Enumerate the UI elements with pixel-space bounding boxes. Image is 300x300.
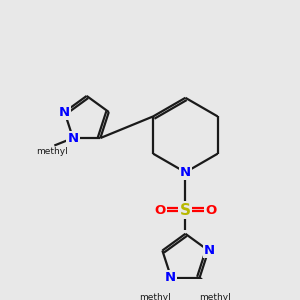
Text: methyl: methyl	[200, 293, 231, 300]
Text: S: S	[180, 202, 191, 217]
Text: N: N	[59, 106, 70, 118]
Text: O: O	[154, 203, 166, 217]
Text: N: N	[68, 132, 79, 145]
Text: N: N	[165, 271, 176, 284]
Text: N: N	[180, 166, 191, 179]
Text: O: O	[205, 203, 216, 217]
Text: methyl: methyl	[140, 293, 171, 300]
Text: N: N	[204, 244, 215, 257]
Text: methyl: methyl	[36, 147, 68, 156]
